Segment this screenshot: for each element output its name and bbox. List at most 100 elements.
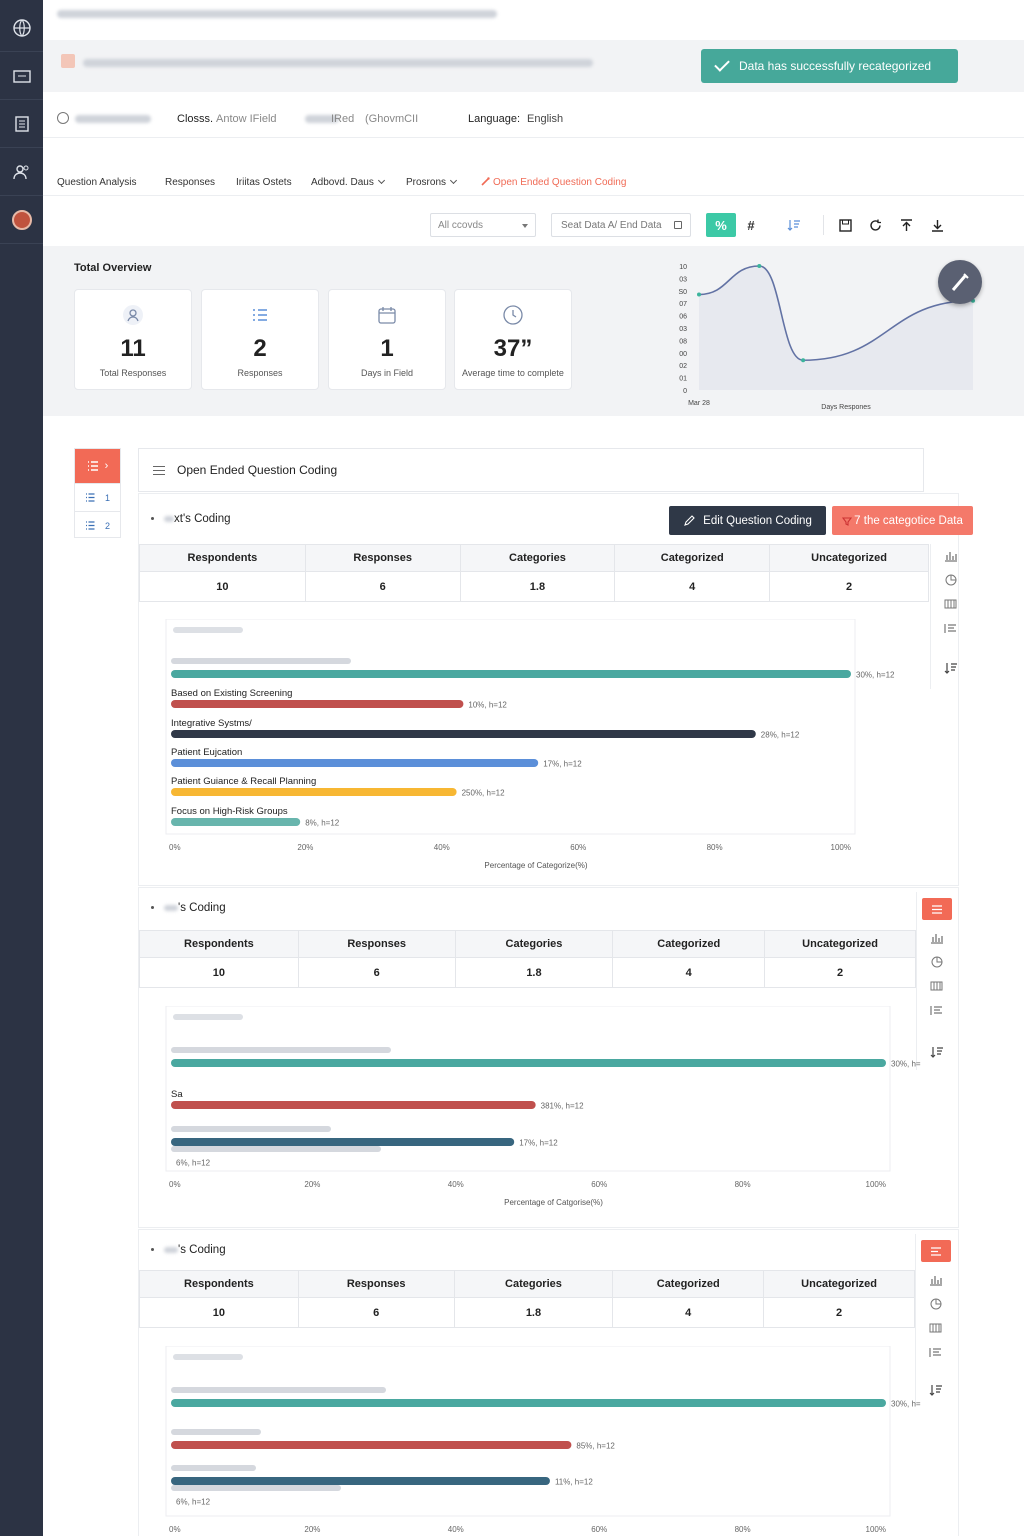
- upload-icon[interactable]: [891, 213, 921, 237]
- section-title-text: xt's Coding: [174, 513, 231, 525]
- tab-responses[interactable]: Responses: [165, 177, 216, 188]
- bar[interactable]: [171, 1101, 536, 1109]
- redacted-category-label: [171, 1146, 381, 1152]
- save-icon[interactable]: [830, 213, 860, 237]
- edit-question-coding-button[interactable]: Edit Question Coding: [669, 506, 826, 535]
- x-tick-label: 0%: [169, 843, 181, 852]
- bar[interactable]: [171, 759, 539, 767]
- magic-wand-icon: [481, 177, 490, 186]
- bar[interactable]: [171, 1138, 515, 1146]
- list-chart-icon[interactable]: [931, 616, 970, 640]
- recategorize-data-button[interactable]: 7 the categotice Data: [832, 506, 973, 535]
- x-tick-label: 40%: [448, 1180, 464, 1189]
- col-responses: Responses: [304, 544, 461, 572]
- sort-icon[interactable]: [916, 1378, 955, 1402]
- top-bar: [43, 0, 1024, 40]
- chart-type-tools: [930, 544, 970, 689]
- question-nav-item-label: 2: [104, 520, 110, 531]
- bar-value-label: 250%, h=12: [462, 789, 505, 798]
- date-range-input[interactable]: Seat Data A/ End Data: [551, 213, 691, 237]
- pie-chart-icon[interactable]: [931, 568, 970, 592]
- col-categories: Categories: [453, 1270, 614, 1298]
- count-toggle[interactable]: #: [747, 217, 755, 233]
- bar[interactable]: [171, 818, 301, 826]
- pie-chart-icon[interactable]: [917, 950, 956, 974]
- bar[interactable]: [171, 788, 457, 796]
- tab-prosrons[interactable]: Prosrons: [406, 176, 458, 188]
- table-header-row: Respondents Responses Categories Categor…: [139, 930, 916, 958]
- table-icon[interactable]: [931, 592, 970, 616]
- bar-chart-icon[interactable]: [916, 1268, 955, 1292]
- x-tick-label: 20%: [297, 843, 313, 852]
- tab-open-ended-coding-label: Open Ended Question Coding: [493, 177, 627, 188]
- bar[interactable]: [171, 700, 464, 708]
- breadcrumb: [57, 10, 497, 18]
- y-tick-label: S0: [678, 289, 687, 296]
- percent-toggle[interactable]: %: [706, 213, 736, 237]
- bar[interactable]: [171, 730, 756, 738]
- edit-fab-button[interactable]: [938, 260, 982, 304]
- tab-question-analysis[interactable]: Question Analysis: [57, 177, 137, 188]
- nav-ticket-icon[interactable]: [0, 52, 43, 100]
- question-nav-item[interactable]: 2: [75, 511, 120, 539]
- x-axis-label: Percentage of Categorize(%): [484, 861, 588, 870]
- tab-iriitas-ostets[interactable]: Iriitas Ostets: [236, 177, 292, 188]
- tab-adbovd-daus[interactable]: Adbovd. Daus: [311, 176, 385, 188]
- refresh-icon[interactable]: [860, 213, 890, 237]
- list-view-button[interactable]: [916, 1234, 955, 1268]
- sort-icon[interactable]: [931, 656, 970, 680]
- question-nav-toggle[interactable]: ›: [75, 449, 120, 483]
- list-chart-icon[interactable]: [917, 998, 956, 1022]
- redacted-category-label: [171, 658, 351, 664]
- bar-value-label: 11%, h=12: [555, 1478, 593, 1487]
- list-chart-icon[interactable]: [916, 1340, 955, 1364]
- bar-chart-icon[interactable]: [917, 926, 956, 950]
- y-tick-label: 08: [679, 338, 687, 345]
- y-tick-label: 0: [683, 388, 687, 395]
- bar-category-label: Integrative Systms/: [171, 718, 252, 729]
- sort-icon[interactable]: [917, 1040, 956, 1064]
- cell-categories: 1.8: [454, 957, 614, 988]
- cell-categorized: 4: [612, 957, 766, 988]
- x-tick-label: 100%: [831, 843, 851, 852]
- list-view-button[interactable]: [917, 892, 956, 926]
- x-axis-label: Days Respones: [821, 404, 871, 411]
- table-icon[interactable]: [916, 1316, 955, 1340]
- list-icon: [87, 461, 98, 471]
- cell-responses: 6: [297, 1297, 455, 1328]
- bar[interactable]: [171, 1399, 886, 1407]
- tab-bar: Question Analysis Responses Iriitas Oste…: [43, 168, 1024, 196]
- line-point: [697, 292, 701, 297]
- bar[interactable]: [171, 1059, 886, 1067]
- tab-open-ended-coding[interactable]: Open Ended Question Coding: [481, 177, 626, 188]
- col-responses: Responses: [297, 1270, 455, 1298]
- nav-profile-avatar[interactable]: [0, 196, 43, 244]
- sort-icon[interactable]: [779, 213, 809, 237]
- cell-categorized: 4: [612, 1297, 765, 1328]
- cell-uncategorized: 2: [763, 1297, 915, 1328]
- cell-responses: 6: [297, 957, 456, 988]
- download-icon[interactable]: [922, 213, 952, 237]
- nav-globe-icon[interactable]: [0, 4, 43, 52]
- pie-chart-icon[interactable]: [916, 1292, 955, 1316]
- question-nav-item[interactable]: 1: [75, 483, 120, 511]
- stat-label: Average time to complete: [462, 368, 564, 378]
- col-categorized: Categorized: [614, 544, 771, 572]
- filter-select[interactable]: All ccovds: [430, 213, 536, 237]
- redacted-category-label: [171, 1429, 261, 1435]
- bar[interactable]: [171, 1441, 572, 1449]
- bar[interactable]: [171, 1477, 550, 1485]
- nav-document-icon[interactable]: [0, 100, 43, 148]
- tab-adbovd-daus-label: Adbovd. Daus: [311, 177, 374, 188]
- y-tick-label: 00: [679, 351, 687, 358]
- nav-users-icon[interactable]: [0, 148, 43, 196]
- bar[interactable]: [171, 670, 851, 678]
- bar-chart-icon[interactable]: [931, 544, 970, 568]
- table-icon[interactable]: [917, 974, 956, 998]
- caret-down-icon: [522, 224, 528, 228]
- redacted-question-text: [173, 627, 243, 633]
- menu-icon[interactable]: [153, 465, 165, 475]
- col-respondents: Respondents: [139, 930, 299, 958]
- toolbar-divider: [823, 215, 824, 235]
